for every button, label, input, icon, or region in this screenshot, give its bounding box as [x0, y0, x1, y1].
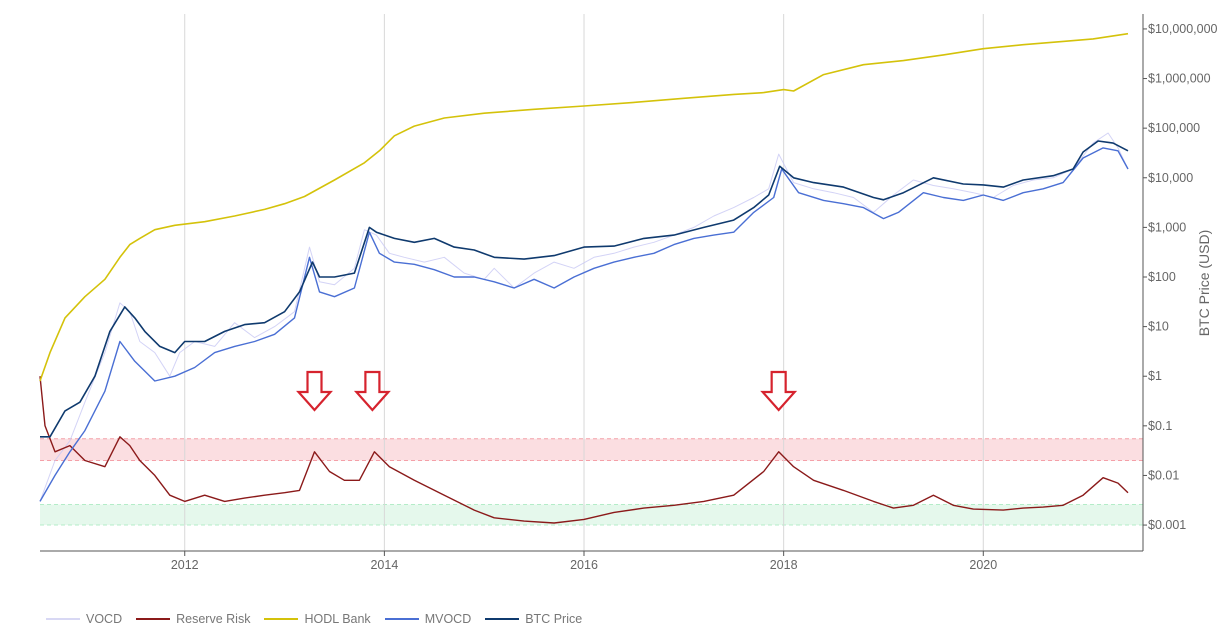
axes	[40, 14, 1147, 556]
y-tick-label: $1,000,000	[1148, 72, 1211, 86]
series-mvocd	[39, 147, 1129, 502]
series-reserve-risk	[39, 376, 1129, 524]
legend-item-vocd[interactable]: VOCD	[46, 612, 122, 626]
risk-bands	[40, 438, 1143, 526]
legend-label: HODL Bank	[304, 612, 371, 626]
down-arrow-icon	[353, 370, 391, 412]
x-axis-tick-labels: 2012 2014 2016 2018 2020	[171, 558, 997, 572]
x-tick-label: 2014	[370, 558, 398, 572]
peak-arrows	[296, 370, 798, 412]
series-hodl-bank	[39, 32, 1129, 382]
x-tick-label: 2012	[171, 558, 199, 572]
legend-item-btc-price[interactable]: BTC Price	[485, 612, 582, 626]
down-arrow-icon	[760, 370, 798, 412]
series-vocd	[39, 132, 1129, 502]
y-tick-label: $0.01	[1148, 468, 1179, 482]
legend-swatch	[264, 618, 299, 620]
legend-item-hodl-bank[interactable]: HODL Bank	[264, 612, 371, 626]
legend-label: VOCD	[86, 612, 123, 626]
x-tick-label: 2016	[570, 558, 598, 572]
y-tick-label: $0.001	[1148, 518, 1186, 532]
y-tick-label: $0.1	[1148, 419, 1172, 433]
legend-swatch	[384, 618, 419, 620]
legend-label: BTC Price	[525, 612, 583, 626]
high-risk-band	[40, 438, 1143, 461]
legend-item-reserve-risk[interactable]: Reserve Risk	[136, 612, 250, 626]
y-axis-title: BTC Price (USD)	[1196, 230, 1212, 337]
legend: VOCD Reserve Risk HODL Bank MVOCD BTC Pr…	[46, 612, 596, 626]
y-tick-label: $100,000	[1148, 121, 1200, 135]
series-btc-price	[40, 140, 1129, 438]
legend-swatch	[485, 618, 520, 620]
y-tick-label: $100	[1148, 270, 1176, 284]
legend-label: MVOCD	[424, 612, 472, 626]
y-tick-label: $1	[1148, 369, 1162, 383]
y-axis-tick-labels: $10,000,000 $1,000,000 $100,000 $10,000 $1,0…	[1148, 22, 1218, 532]
series-lines	[39, 32, 1129, 524]
y-tick-label: $1,000	[1148, 220, 1186, 234]
legend-swatch	[46, 618, 80, 620]
x-tick-label: 2020	[969, 558, 997, 572]
legend-swatch	[136, 618, 171, 620]
y-tick-label: $10,000	[1148, 171, 1193, 185]
down-arrow-icon	[296, 370, 333, 412]
y-tick-label: $10,000,000	[1148, 22, 1218, 36]
low-risk-band	[40, 504, 1143, 526]
x-tick-label: 2018	[770, 558, 798, 572]
legend-label: Reserve Risk	[176, 612, 251, 626]
legend-item-mvocd[interactable]: MVOCD	[384, 612, 472, 626]
vertical-gridlines	[184, 14, 984, 551]
y-tick-label: $10	[1148, 320, 1169, 334]
